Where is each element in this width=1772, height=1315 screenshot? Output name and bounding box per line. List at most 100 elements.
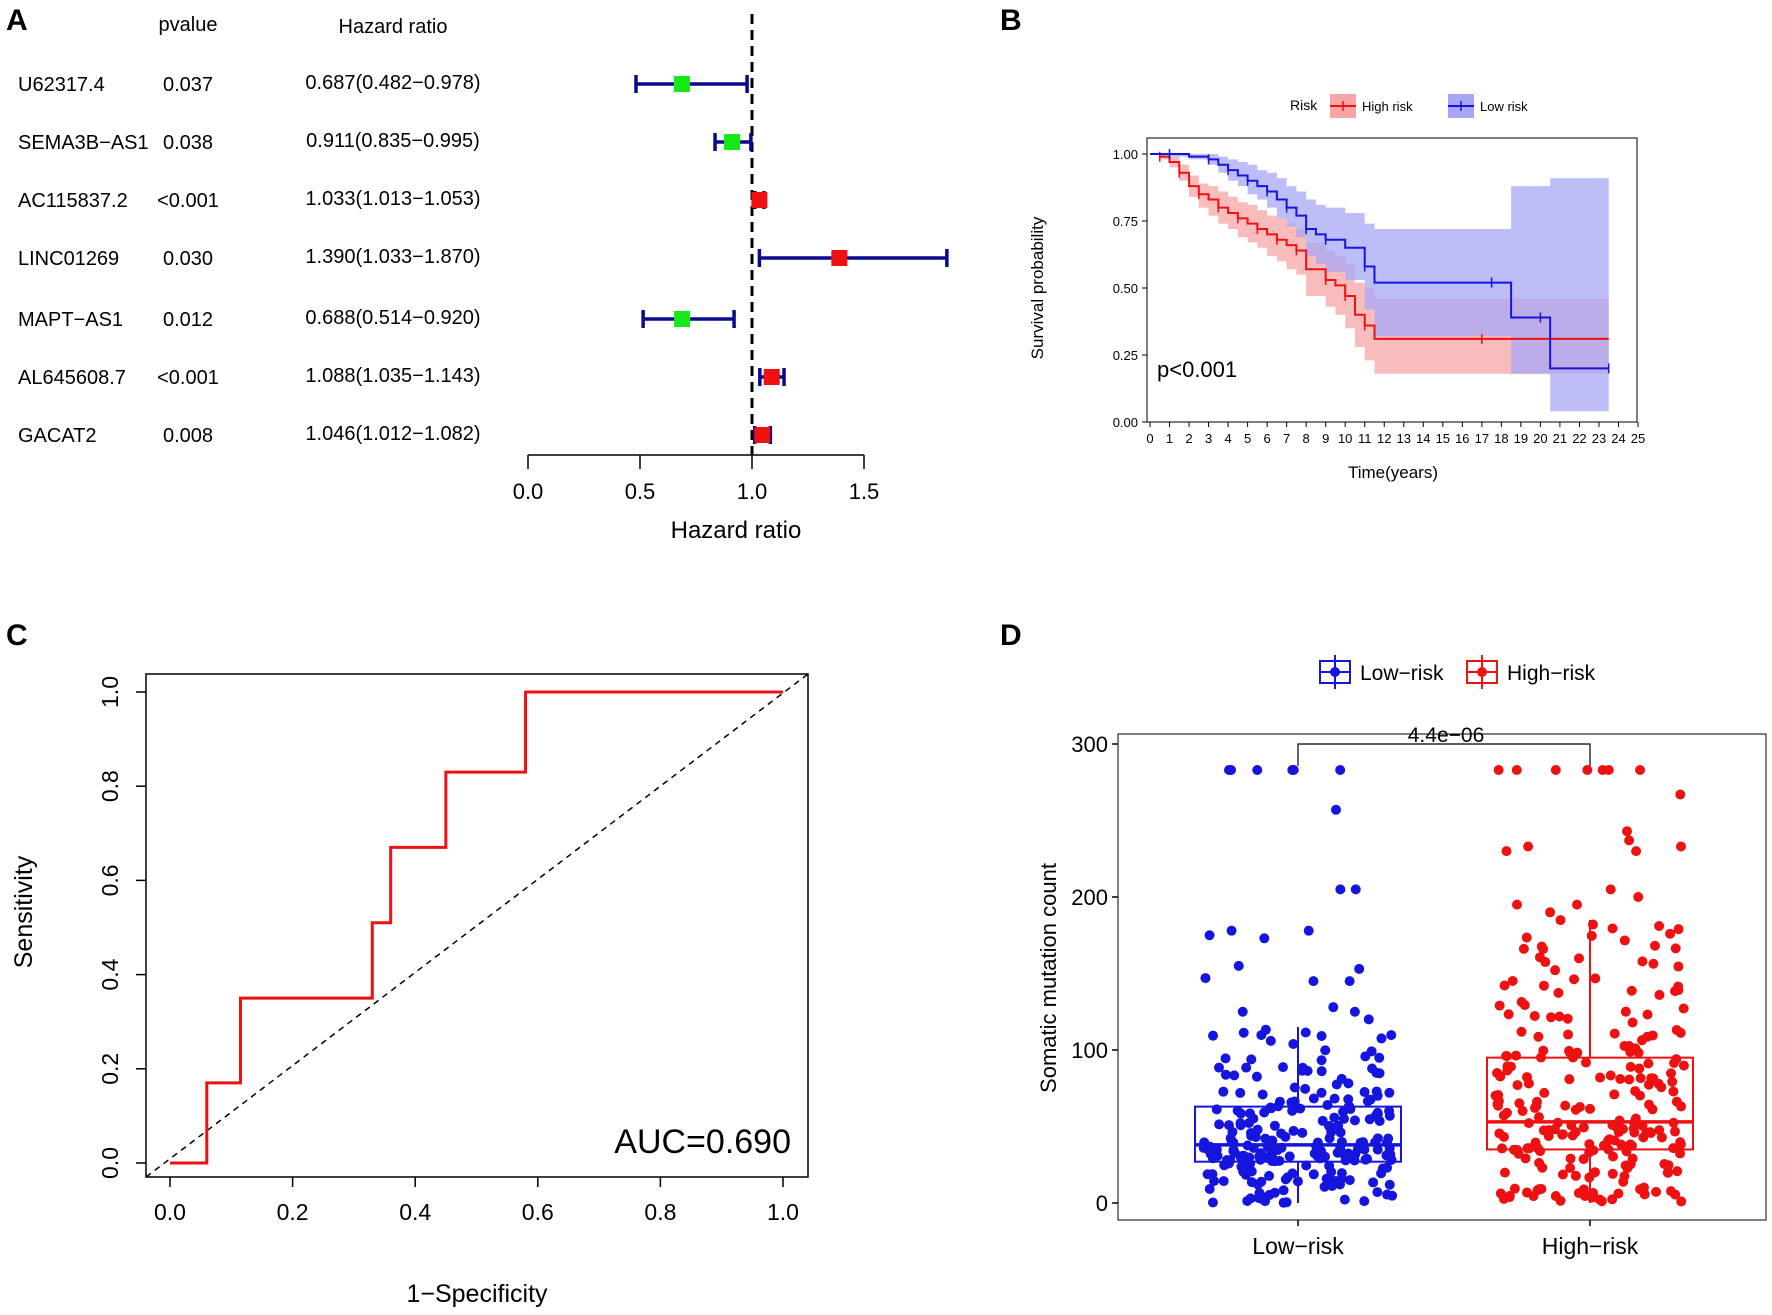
box-data-point <box>1590 973 1601 984</box>
box-data-point <box>1322 1100 1333 1111</box>
box-data-point <box>1537 1162 1548 1173</box>
box-data-point <box>1362 1096 1373 1107</box>
box-data-point <box>1635 1073 1646 1084</box>
box-data-point <box>1566 1120 1577 1131</box>
box-data-point <box>1498 1131 1509 1142</box>
box-data-point <box>1665 1186 1676 1197</box>
box-outlier-point <box>1622 826 1633 837</box>
forest-hr-marker <box>674 311 691 327</box>
km-x-tick-label: 6 <box>1264 431 1271 446</box>
km-x-tick-label: 1 <box>1166 431 1173 446</box>
box-outlier-point <box>1511 899 1522 910</box>
box-outlier-point <box>1493 765 1504 776</box>
box-data-point <box>1292 1176 1303 1187</box>
box-data-point <box>1386 1030 1397 1041</box>
box-data-point <box>1643 1079 1654 1090</box>
km-y-tick-label: 0.00 <box>1113 415 1138 430</box>
forest-pvalue: 0.038 <box>163 132 213 154</box>
box-data-point <box>1384 1110 1395 1121</box>
box-data-point <box>1242 1195 1253 1206</box>
box-data-point <box>1538 1045 1549 1056</box>
box-data-point <box>1587 919 1598 930</box>
km-y-tick-label: 0.50 <box>1113 281 1138 296</box>
box-data-point <box>1630 1113 1641 1124</box>
box-data-point <box>1663 1167 1674 1178</box>
roc-x-tick-label: 0.0 <box>154 1199 186 1225</box>
box-data-point <box>1213 1062 1224 1073</box>
roc-y-tick-label: 0.0 <box>97 1147 123 1179</box>
km-x-tick-label: 23 <box>1592 431 1606 446</box>
box-data-point <box>1675 1139 1686 1150</box>
box-data-point <box>1349 1115 1360 1126</box>
km-x-tick-label: 22 <box>1572 431 1586 446</box>
box-data-point <box>1265 1035 1276 1046</box>
panel-label-d: D <box>1000 619 1022 652</box>
box-data-point <box>1564 1047 1575 1058</box>
roc-curve <box>170 690 783 1165</box>
box-data-point <box>1246 1166 1257 1177</box>
box-data-point <box>1278 1197 1289 1208</box>
box-data-point <box>1614 1115 1625 1126</box>
box-data-point <box>1278 1062 1289 1073</box>
km-legend-title: Risk <box>1290 97 1318 113</box>
box-data-point <box>1637 1120 1648 1131</box>
box-outlier-point <box>1603 765 1614 776</box>
box-data-point <box>1585 1103 1596 1114</box>
km-y-tick-label: 1.00 <box>1113 147 1138 162</box>
km-y-tick-label: 0.25 <box>1113 348 1138 363</box>
km-x-tick-label: 12 <box>1377 431 1391 446</box>
km-x-tick-label: 25 <box>1631 431 1645 446</box>
box-data-point <box>1229 1147 1240 1158</box>
box-data-point <box>1668 1117 1679 1128</box>
forest-gene-label: AC115837.2 <box>18 190 128 212</box>
forest-x-label: Hazard ratio <box>671 517 802 544</box>
box-data-point <box>1204 1183 1215 1194</box>
box-data-point <box>1499 980 1510 991</box>
panel-label-c: C <box>6 619 28 652</box>
box-outlier-point <box>1303 925 1314 936</box>
box-data-point <box>1202 1169 1213 1180</box>
box-data-point <box>1654 920 1665 931</box>
forest-pvalue: 0.008 <box>163 425 213 447</box>
box-data-point <box>1620 1006 1631 1017</box>
box-data-point <box>1563 1029 1574 1040</box>
box-data-point <box>1316 1087 1327 1098</box>
box-data-point <box>1668 1086 1679 1097</box>
box-data-point <box>1514 1098 1525 1109</box>
box-data-point <box>1274 1155 1285 1166</box>
roc-y-tick-label: 0.4 <box>97 958 123 990</box>
box-data-point <box>1565 1153 1576 1164</box>
box-data-point <box>1643 1058 1654 1069</box>
roc-x-label: 1−Specificity <box>406 1280 548 1308</box>
box-outlier-point <box>1259 933 1270 944</box>
box-data-point <box>1619 935 1630 946</box>
km-x-tick-label: 3 <box>1205 431 1212 446</box>
forest-hr-marker <box>673 76 690 92</box>
roc-x-tick-label: 0.4 <box>399 1199 431 1225</box>
box-outlier-point <box>1633 892 1644 902</box>
box-data-point <box>1340 1155 1351 1166</box>
box-data-point <box>1588 1145 1599 1156</box>
box-data-point <box>1598 1140 1609 1151</box>
box-data-point <box>1532 1185 1543 1196</box>
box-data-point <box>1321 1173 1332 1184</box>
box-data-point <box>1638 1132 1649 1143</box>
box-data-point <box>1368 1177 1379 1188</box>
box-legend-dot <box>1477 667 1487 677</box>
box-data-point <box>1678 1003 1689 1014</box>
roc-y-tick-label: 1.0 <box>97 676 123 708</box>
km-x-tick-label: 4 <box>1224 431 1231 446</box>
box-data-point <box>1205 1148 1216 1159</box>
forest-hr-marker <box>763 369 780 385</box>
box-data-point <box>1595 1072 1606 1083</box>
box-data-point <box>1654 1125 1665 1136</box>
box-data-point <box>1384 1087 1395 1098</box>
box-data-point <box>1649 940 1660 951</box>
box-outlier-point <box>1624 835 1635 846</box>
box-data-point <box>1254 1187 1265 1198</box>
box-outlier-point <box>1571 899 1582 910</box>
roc-y-tick-label: 0.8 <box>97 770 123 802</box>
box-data-point <box>1333 1120 1344 1131</box>
km-x-tick-label: 8 <box>1303 431 1310 446</box>
box-data-point <box>1536 941 1547 952</box>
